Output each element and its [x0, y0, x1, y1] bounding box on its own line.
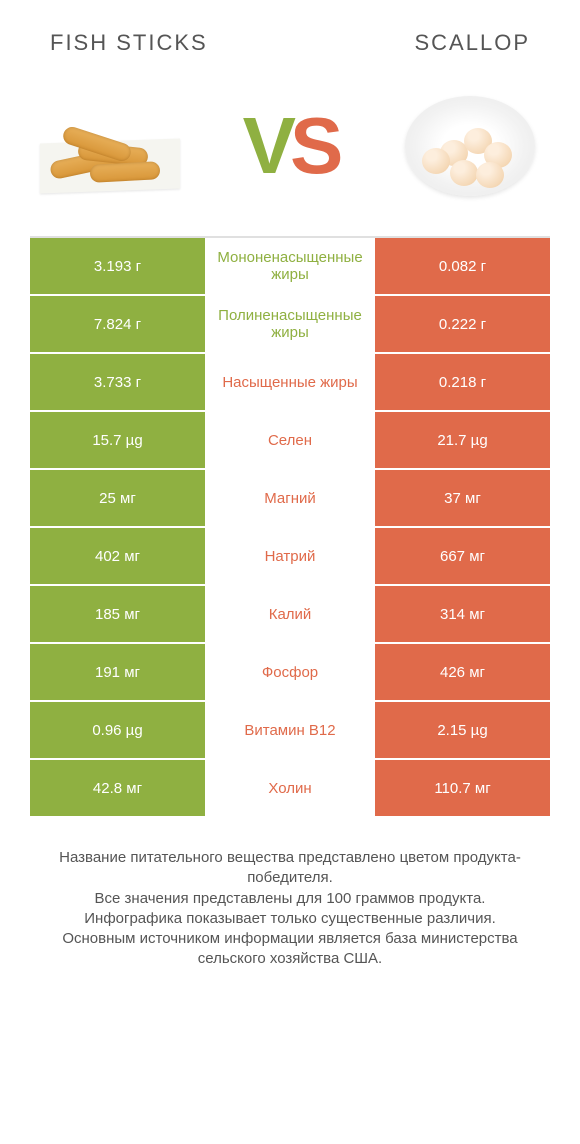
cell-nutrient-label: Селен [205, 412, 375, 468]
footer-line: Название питательного вещества представл… [30, 848, 550, 889]
cell-right-value: 37 мг [375, 470, 550, 526]
cell-left-value: 3.733 г [30, 354, 205, 410]
cell-right-value: 667 мг [375, 528, 550, 584]
title-left: FISH STICKS [50, 30, 208, 56]
cell-nutrient-label: Магний [205, 470, 375, 526]
cell-right-value: 0.082 г [375, 238, 550, 294]
table-row: 3.733 гНасыщенные жиры0.218 г [30, 354, 550, 412]
cell-right-value: 314 мг [375, 586, 550, 642]
table-row: 7.824 гПолиненасыщенные жиры0.222 г [30, 296, 550, 354]
cell-nutrient-label: Фосфор [205, 644, 375, 700]
cell-left-value: 42.8 мг [30, 760, 205, 816]
title-right: SCALLOP [415, 30, 531, 56]
vs-v: V [243, 101, 290, 190]
vs-s: S [290, 101, 337, 190]
footer-notes: Название питательного вещества представл… [30, 848, 550, 970]
footer-line: Основным источником информации является … [30, 929, 550, 970]
cell-left-value: 7.824 г [30, 296, 205, 352]
cell-left-value: 3.193 г [30, 238, 205, 294]
table-row: 191 мгФосфор426 мг [30, 644, 550, 702]
food-image-right [390, 86, 550, 206]
table-row: 0.96 µgВитамин B122.15 µg [30, 702, 550, 760]
footer-line: Инфографика показывает только существенн… [30, 909, 550, 929]
table-row: 185 мгКалий314 мг [30, 586, 550, 644]
cell-nutrient-label: Полиненасыщенные жиры [205, 296, 375, 352]
cell-right-value: 0.218 г [375, 354, 550, 410]
cell-nutrient-label: Калий [205, 586, 375, 642]
cell-left-value: 0.96 µg [30, 702, 205, 758]
comparison-table: 3.193 гМононенасыщенные жиры0.082 г7.824… [30, 236, 550, 818]
cell-nutrient-label: Насыщенные жиры [205, 354, 375, 410]
vs-label: VS [243, 100, 338, 192]
cell-left-value: 191 мг [30, 644, 205, 700]
cell-right-value: 110.7 мг [375, 760, 550, 816]
cell-nutrient-label: Натрий [205, 528, 375, 584]
cell-left-value: 15.7 µg [30, 412, 205, 468]
cell-right-value: 2.15 µg [375, 702, 550, 758]
cell-left-value: 402 мг [30, 528, 205, 584]
cell-right-value: 426 мг [375, 644, 550, 700]
cell-left-value: 25 мг [30, 470, 205, 526]
table-row: 3.193 гМононенасыщенные жиры0.082 г [30, 238, 550, 296]
table-row: 402 мгНатрий667 мг [30, 528, 550, 586]
footer-line: Все значения представлены для 100 граммо… [30, 889, 550, 909]
cell-right-value: 21.7 µg [375, 412, 550, 468]
header: FISH STICKS SCALLOP [0, 0, 580, 66]
cell-nutrient-label: Витамин B12 [205, 702, 375, 758]
hero-row: VS [0, 66, 580, 236]
cell-left-value: 185 мг [30, 586, 205, 642]
cell-nutrient-label: Холин [205, 760, 375, 816]
table-row: 15.7 µgСелен21.7 µg [30, 412, 550, 470]
table-row: 25 мгМагний37 мг [30, 470, 550, 528]
food-image-left [30, 86, 190, 206]
cell-right-value: 0.222 г [375, 296, 550, 352]
table-row: 42.8 мгХолин110.7 мг [30, 760, 550, 818]
cell-nutrient-label: Мононенасыщенные жиры [205, 238, 375, 294]
